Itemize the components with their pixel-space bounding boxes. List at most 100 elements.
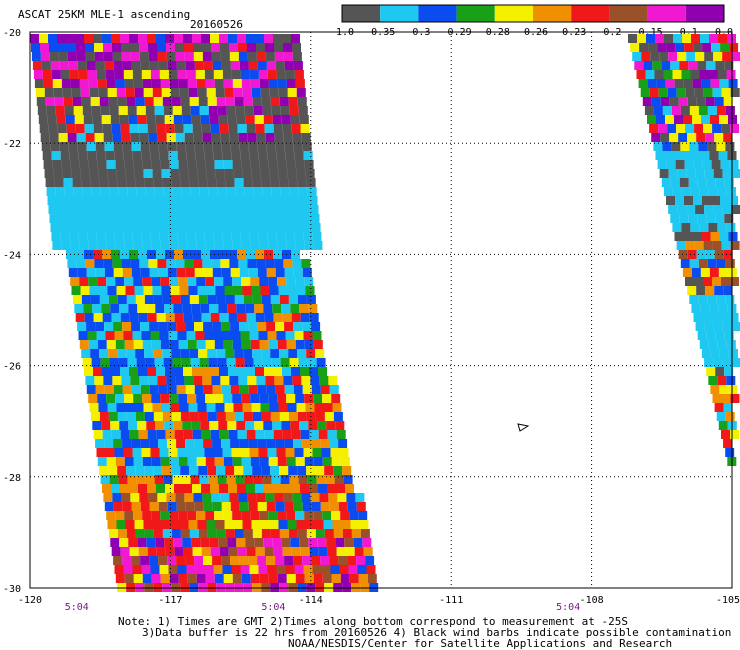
swath-pixel xyxy=(232,160,242,169)
swath-pixel xyxy=(169,160,179,169)
swath-pixel xyxy=(54,97,64,106)
swath-pixel xyxy=(663,70,673,79)
swath-pixel xyxy=(206,520,216,529)
swath-pixel xyxy=(145,475,155,484)
swath-pixel xyxy=(209,304,219,313)
swath-pixel xyxy=(132,232,142,241)
swath-pixel xyxy=(295,160,305,169)
swath-pixel xyxy=(306,412,316,421)
swath-pixel xyxy=(255,430,265,439)
swath-pixel xyxy=(79,277,89,286)
swath-pixel xyxy=(252,178,262,187)
swath-pixel xyxy=(99,178,109,187)
swath-pixel xyxy=(356,502,366,511)
swath-pixel xyxy=(169,79,179,88)
swath-pixel xyxy=(190,475,200,484)
swath-pixel xyxy=(107,88,117,97)
swath-pixel xyxy=(267,331,277,340)
swath-pixel xyxy=(80,88,90,97)
swath-pixel xyxy=(175,259,185,268)
swath-pixel xyxy=(256,214,266,223)
swath-pixel xyxy=(234,529,244,538)
swath-pixel xyxy=(265,214,275,223)
swath-pixel xyxy=(45,97,55,106)
swath-pixel xyxy=(187,79,197,88)
swath-pixel xyxy=(696,250,706,259)
swath-pixel xyxy=(269,286,279,295)
swath-pixel xyxy=(653,142,663,151)
swath-pixel xyxy=(65,196,75,205)
swath-pixel xyxy=(228,250,237,259)
swath-pixel xyxy=(723,97,733,106)
swath-pixel xyxy=(711,43,721,52)
swath-pixel xyxy=(230,385,240,394)
swath-pixel xyxy=(696,97,706,106)
swath-pixel xyxy=(163,106,173,115)
swath-pixel xyxy=(662,142,672,151)
map-title: ASCAT 25KM MLE-1 ascending xyxy=(18,8,191,21)
swath-pixel xyxy=(293,502,303,511)
swath-pixel xyxy=(87,70,97,79)
swath-pixel xyxy=(209,538,219,547)
swath-pixel xyxy=(293,556,303,565)
swath-pixel xyxy=(157,133,167,142)
swath-pixel xyxy=(129,250,138,259)
swath-pixel xyxy=(273,484,282,493)
swath-pixel xyxy=(122,142,132,151)
swath-pixel xyxy=(274,43,283,52)
swath-pixel xyxy=(106,511,116,520)
swath-pixel xyxy=(275,268,285,277)
swath-pixel xyxy=(250,394,260,403)
colorbar-swatch xyxy=(571,5,610,22)
swath-pixel xyxy=(205,340,215,349)
swath-pixel xyxy=(228,205,238,214)
swath-pixel xyxy=(221,385,231,394)
swath-pixel xyxy=(153,529,163,538)
swath-pixel xyxy=(320,385,330,394)
swath-pixel xyxy=(140,223,150,232)
swath-pixel xyxy=(302,385,312,394)
swath-pixel xyxy=(52,160,62,169)
swath-pixel xyxy=(57,34,66,43)
swath-pixel xyxy=(333,466,343,475)
swath-pixel xyxy=(191,304,201,313)
swath-pixel xyxy=(196,241,206,250)
swath-pixel xyxy=(139,43,148,52)
swath-pixel xyxy=(196,574,206,583)
swath-pixel xyxy=(74,115,84,124)
swath-pixel xyxy=(278,403,288,412)
swath-pixel xyxy=(214,511,224,520)
swath-pixel xyxy=(638,79,648,88)
swath-pixel xyxy=(259,457,269,466)
swath-pixel xyxy=(99,412,109,421)
swath-pixel xyxy=(282,547,292,556)
swath-pixel xyxy=(247,214,257,223)
swath-pixel xyxy=(664,151,674,160)
swath-pixel xyxy=(228,430,238,439)
swath-pixel xyxy=(197,88,207,97)
swath-pixel xyxy=(184,376,194,385)
swath-pixel xyxy=(122,556,132,565)
colorbar-swatch xyxy=(418,5,457,22)
swath-pixel xyxy=(274,493,284,502)
swath-pixel xyxy=(140,385,150,394)
swath-pixel xyxy=(662,106,672,115)
swath-pixel xyxy=(267,70,277,79)
swath-pixel xyxy=(194,502,204,511)
swath-pixel xyxy=(695,52,705,61)
swath-pixel xyxy=(116,403,126,412)
swath-pixel xyxy=(97,457,107,466)
swath-pixel xyxy=(151,340,161,349)
swath-pixel xyxy=(190,187,200,196)
swath-pixel xyxy=(108,295,118,304)
swath-pixel xyxy=(176,268,186,277)
swath-pixel xyxy=(137,304,147,313)
swath-pixel xyxy=(164,115,174,124)
swath-pixel xyxy=(94,133,104,142)
swath-pixel xyxy=(146,196,156,205)
swath-pixel xyxy=(90,97,100,106)
swath-pixel xyxy=(242,403,252,412)
swath-pixel xyxy=(52,79,62,88)
swath-pixel xyxy=(269,169,279,178)
swath-pixel xyxy=(104,385,114,394)
